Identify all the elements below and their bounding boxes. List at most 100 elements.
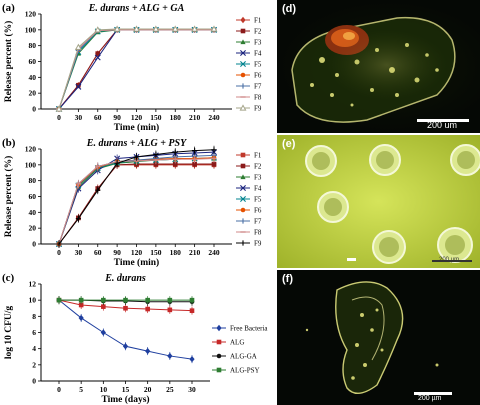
x-tick-label: 150 — [150, 248, 162, 257]
data-point — [171, 25, 179, 32]
series-line — [58, 29, 214, 110]
legend-label: F4 — [254, 185, 262, 193]
data-point — [210, 25, 218, 32]
series-F2 — [56, 160, 217, 248]
y-axis-label: Release percent (%) — [3, 21, 14, 103]
chart-panel-a: (a) E. durans + ALG + GA 0 20 40 60 80 100 120 0 3… — [2, 2, 262, 133]
data-point — [167, 352, 173, 360]
legend: F1 F2 F3 F4 F5 F6 F7 F8 F9 — [236, 152, 262, 248]
chart-panel-c: (c) E. durans 0 2 4 6 8 10 12 0 5 10 15 20 25 30 Time (d… — [2, 272, 268, 405]
data-point — [152, 25, 160, 32]
y-tick-label: 40 — [29, 208, 37, 217]
data-point — [123, 297, 128, 303]
series-line — [58, 29, 214, 110]
x-tick-label: 240 — [208, 113, 220, 122]
panel-label: (c) — [2, 272, 15, 284]
x-tick-label: 150 — [150, 113, 162, 122]
x-tick-label: 10 — [100, 385, 108, 394]
data-point — [74, 43, 82, 50]
x-tick-label: 15 — [122, 385, 130, 394]
y-tick-label: 60 — [29, 192, 37, 201]
data-point — [191, 25, 199, 32]
data-point — [145, 297, 150, 303]
data-point — [145, 306, 150, 312]
series-ALG-PSY — [56, 296, 195, 305]
chart-title: E. durans + ALG + GA — [88, 3, 185, 14]
legend-marker — [240, 152, 246, 158]
micrograph-d-image — [291, 16, 469, 123]
panel-label: (b) — [2, 137, 16, 149]
x-tick-label: 90 — [113, 248, 121, 257]
legend-label: F3 — [254, 174, 262, 182]
legend-marker — [240, 163, 246, 169]
y-tick-label: 0 — [32, 240, 36, 249]
series-line — [58, 28, 214, 110]
data-point — [133, 154, 140, 160]
legend-label: F1 — [254, 152, 262, 160]
legend-marker — [240, 50, 246, 56]
y-tick-label: 0 — [32, 105, 36, 114]
legend-label: ALG — [230, 339, 244, 347]
data-point — [211, 161, 217, 167]
legend: F1 F2 F3 F4 F5 F6 F7 F8 F9 — [236, 17, 262, 113]
legend-marker — [216, 353, 222, 359]
data-point — [133, 25, 140, 32]
y-tick-label: 4 — [32, 344, 36, 353]
legend-label: F6 — [254, 207, 262, 215]
data-point — [114, 160, 120, 166]
data-point — [172, 149, 178, 155]
micrograph-e-image — [277, 135, 480, 268]
x-tick-label: 30 — [75, 248, 83, 257]
data-point — [78, 314, 84, 322]
series-line — [58, 157, 215, 245]
x-tick-label: 120 — [131, 113, 143, 122]
data-point — [75, 83, 82, 90]
series-line — [58, 29, 214, 110]
data-point — [145, 347, 151, 355]
x-tick-label: 25 — [166, 385, 174, 394]
scale-bar — [417, 119, 469, 122]
y-tick-label: 12 — [29, 280, 37, 289]
y-tick-label: 8 — [32, 312, 36, 321]
legend-label: F7 — [254, 218, 262, 226]
series-Free Bacteria — [56, 296, 195, 364]
series-F9 — [55, 25, 218, 112]
y-axis-label: log 10 CFU/g — [4, 306, 14, 360]
y-axis-label: Release percent (%) — [3, 156, 14, 238]
y-tick-label: 120 — [25, 145, 37, 154]
legend-label: F8 — [254, 94, 262, 102]
y-tick-label: 80 — [29, 41, 37, 50]
data-point — [189, 355, 195, 363]
data-point — [172, 161, 178, 167]
scale-bar — [432, 260, 472, 262]
series-line — [58, 29, 214, 110]
x-tick-label: 210 — [189, 248, 201, 257]
legend-marker — [216, 324, 222, 332]
panel-label: (a) — [2, 2, 15, 14]
x-tick-label: 120 — [131, 248, 143, 257]
legend-label: F7 — [254, 83, 262, 91]
series-F9 — [56, 145, 217, 248]
legend-marker — [240, 16, 246, 24]
chart-title: E. durans + ALG + PSY — [86, 138, 187, 149]
panel-label-e: (e) — [282, 138, 296, 150]
data-point — [100, 329, 106, 336]
legend-label: F3 — [254, 39, 262, 47]
legend-label: F8 — [254, 229, 262, 237]
legend-label: F1 — [254, 17, 262, 25]
x-tick-label: 0 — [57, 385, 61, 394]
legend-marker — [240, 83, 246, 89]
scale-label-f: 200 µm — [418, 395, 442, 402]
x-tick-label: 210 — [189, 113, 201, 122]
series-line — [58, 157, 215, 245]
micrograph-panel-f: (f) 200 µm — [277, 270, 480, 405]
x-tick-label: 0 — [57, 113, 61, 122]
series-F5 — [56, 26, 217, 112]
x-tick-label: 180 — [170, 248, 182, 257]
data-point — [167, 307, 173, 313]
y-tick-label: 10 — [29, 296, 37, 305]
legend-label: F2 — [254, 163, 262, 171]
x-tick-label: 30 — [75, 113, 83, 122]
series-F7 — [56, 27, 217, 112]
